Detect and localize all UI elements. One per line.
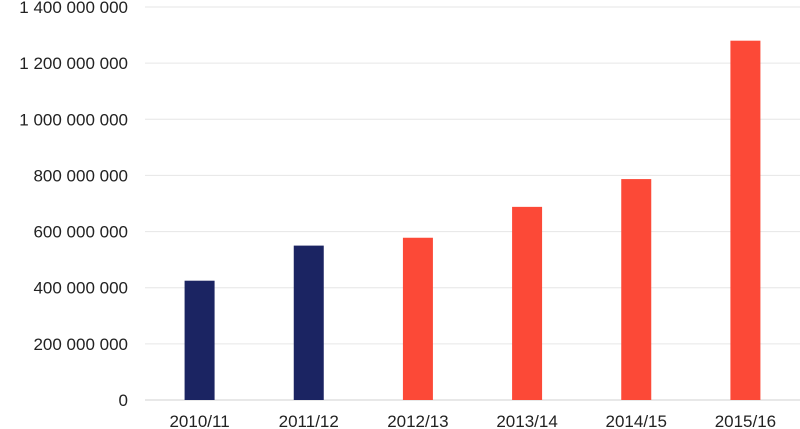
bar-2013-14: [512, 206, 543, 400]
x-tick-label: 2010/11: [169, 412, 229, 429]
grid-lines: [145, 6, 800, 401]
y-tick-label: 1 000 000 000: [19, 110, 128, 129]
x-tick-label: 2013/14: [496, 412, 557, 429]
bar-2014-15: [621, 179, 652, 400]
x-axis-tick-labels: 2010/11 2011/12 2012/13 2013/14 2014/15 2015/…: [169, 412, 776, 429]
x-tick-label: 2014/15: [606, 412, 667, 429]
x-tick-label: 2011/12: [279, 412, 339, 429]
y-tick-label: 200 000 000: [33, 335, 128, 354]
bars: [184, 40, 761, 400]
y-tick-label: 0: [119, 391, 128, 410]
y-tick-label: 400 000 000: [33, 279, 128, 298]
y-axis-tick-labels: 0 200 000 000 400 000 000 600 000 000 800 00…: [19, 0, 128, 410]
bar-2015-16: [730, 40, 761, 400]
x-tick-label: 2015/16: [715, 412, 776, 429]
y-tick-label: 1 400 000 000: [19, 0, 128, 17]
y-tick-label: 800 000 000: [33, 166, 128, 185]
bar-2012-13: [402, 237, 433, 400]
bar-2010-11: [184, 280, 215, 400]
y-tick-label: 1 200 000 000: [19, 54, 128, 73]
bar-2011-12: [293, 245, 324, 400]
y-tick-label: 600 000 000: [33, 223, 128, 242]
x-tick-label: 2012/13: [387, 412, 448, 429]
